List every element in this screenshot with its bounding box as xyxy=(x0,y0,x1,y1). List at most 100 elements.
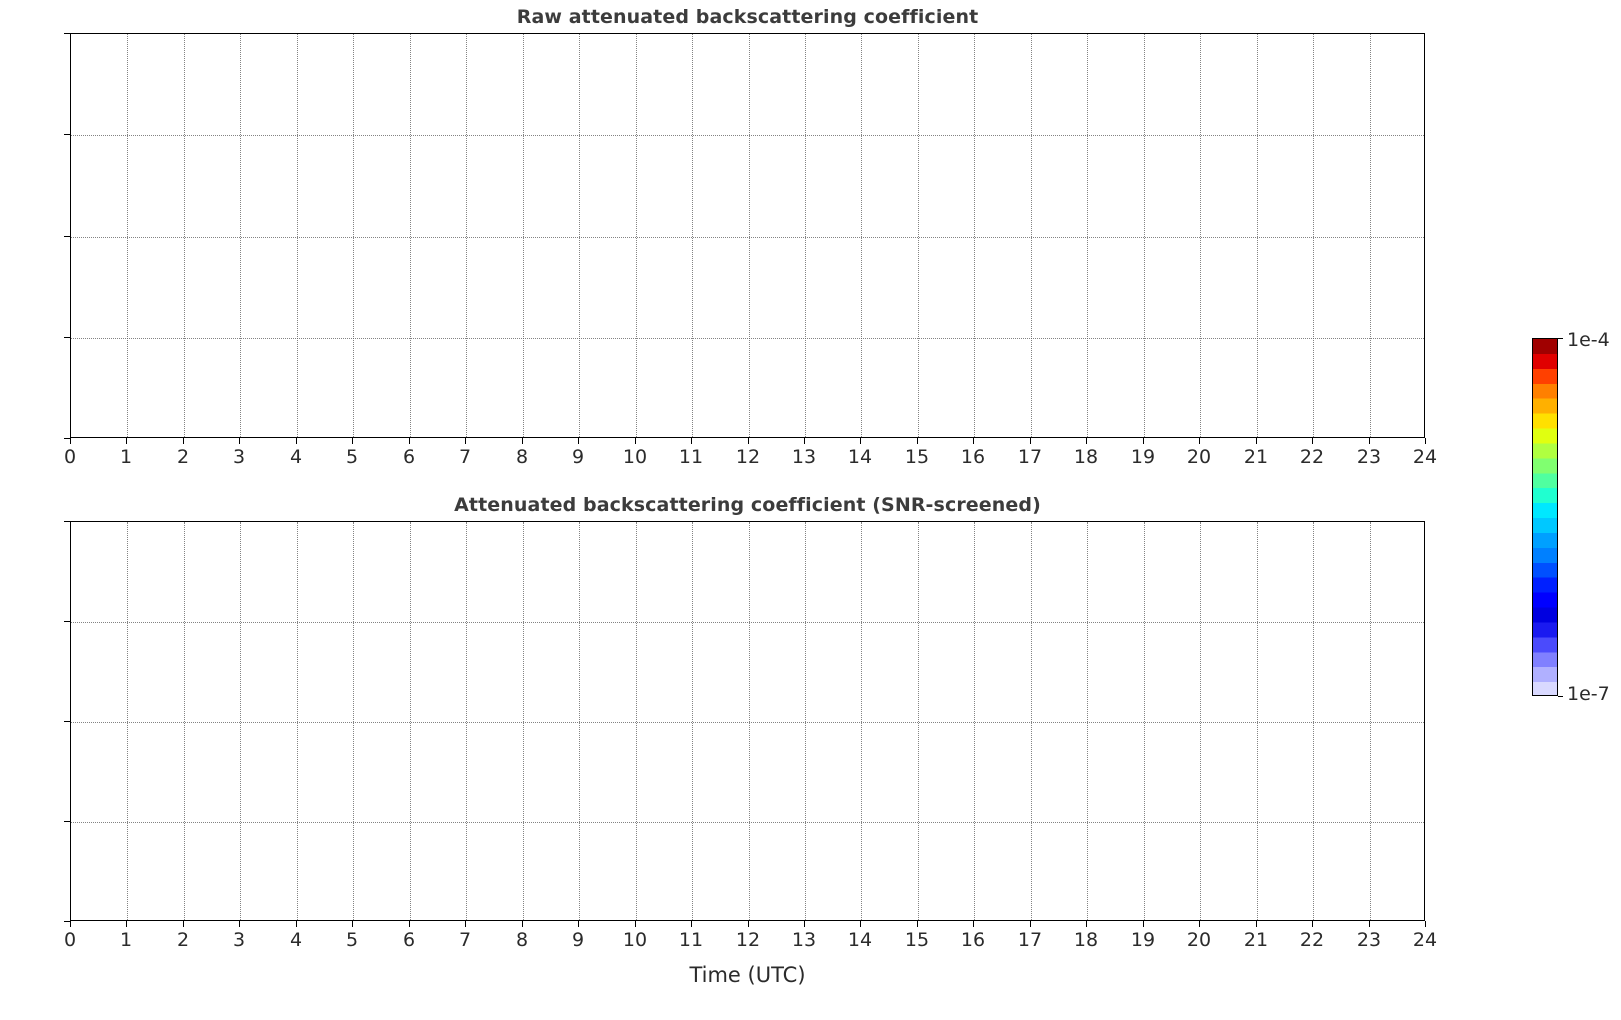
x-tick-label: 4 xyxy=(289,446,303,468)
gridline-vertical xyxy=(523,522,525,920)
x-tick-label: 20 xyxy=(1186,446,1212,468)
x-tick-mark xyxy=(1143,921,1144,927)
x-tick-mark xyxy=(1030,921,1031,927)
x-tick-mark xyxy=(973,921,974,927)
x-tick-mark xyxy=(1086,921,1087,927)
gridline-vertical xyxy=(410,522,412,920)
gridline-vertical xyxy=(1257,522,1259,920)
gridline-vertical xyxy=(410,34,412,437)
x-tick-mark xyxy=(860,921,861,927)
gridline-horizontal xyxy=(71,822,1424,824)
gridline-vertical xyxy=(1144,34,1146,437)
x-tick-mark xyxy=(804,438,805,444)
gridline-vertical xyxy=(297,522,299,920)
gridline-vertical xyxy=(1144,522,1146,920)
gridline-vertical xyxy=(240,522,242,920)
gridline-vertical xyxy=(1370,522,1372,920)
gridline-vertical xyxy=(1370,34,1372,437)
x-tick-mark xyxy=(409,438,410,444)
x-tick-label: 2 xyxy=(176,929,190,951)
x-tick-label: 17 xyxy=(1017,446,1043,468)
x-tick-mark xyxy=(239,438,240,444)
x-tick-label: 6 xyxy=(402,446,416,468)
colorbar-tick-min xyxy=(1558,696,1563,697)
x-tick-label: 12 xyxy=(735,446,761,468)
x-tick-mark xyxy=(635,921,636,927)
x-tick-mark xyxy=(973,438,974,444)
x-tick-mark xyxy=(1199,921,1200,927)
gridline-horizontal xyxy=(71,722,1424,724)
x-tick-label: 12 xyxy=(735,929,761,951)
x-tick-mark xyxy=(239,921,240,927)
x-tick-label: 8 xyxy=(515,929,529,951)
x-tick-mark xyxy=(1425,921,1426,927)
x-tick-label: 1 xyxy=(119,446,133,468)
x-tick-mark xyxy=(465,438,466,444)
y-tick-mark xyxy=(64,821,70,822)
gridline-vertical xyxy=(749,522,751,920)
panel-screened-plot-area[interactable] xyxy=(70,521,1425,921)
x-tick-mark xyxy=(1312,438,1313,444)
gridline-vertical xyxy=(861,522,863,920)
colorbar[interactable] xyxy=(1532,338,1558,696)
x-tick-label: 9 xyxy=(571,446,585,468)
gridline-vertical xyxy=(127,34,129,437)
x-tick-label: 18 xyxy=(1073,446,1099,468)
x-tick-mark xyxy=(748,438,749,444)
x-tick-mark xyxy=(522,438,523,444)
gridline-vertical xyxy=(918,34,920,437)
x-tick-label: 11 xyxy=(678,446,704,468)
colorbar-max-label: 1e-4 xyxy=(1567,329,1610,351)
x-tick-label: 16 xyxy=(960,929,986,951)
x-tick-label: 0 xyxy=(63,446,77,468)
y-tick-mark xyxy=(64,337,70,338)
gridline-vertical xyxy=(297,34,299,437)
gridline-horizontal xyxy=(71,622,1424,624)
gridline-vertical xyxy=(353,522,355,920)
gridline-vertical xyxy=(636,522,638,920)
x-tick-label: 5 xyxy=(345,446,359,468)
x-tick-label: 21 xyxy=(1243,929,1269,951)
gridline-vertical xyxy=(692,34,694,437)
x-tick-label: 13 xyxy=(791,446,817,468)
x-tick-label: 18 xyxy=(1073,929,1099,951)
panel-raw-plot-area[interactable] xyxy=(70,33,1425,438)
x-tick-mark xyxy=(1256,438,1257,444)
y-tick-mark xyxy=(64,621,70,622)
x-tick-mark xyxy=(917,438,918,444)
gridline-horizontal xyxy=(71,135,1424,137)
x-tick-mark xyxy=(860,438,861,444)
x-tick-label: 10 xyxy=(622,446,648,468)
x-tick-mark xyxy=(352,921,353,927)
x-tick-label: 10 xyxy=(622,929,648,951)
x-tick-mark xyxy=(70,438,71,444)
y-tick-mark xyxy=(64,134,70,135)
gridline-vertical xyxy=(1257,34,1259,437)
gridline-vertical xyxy=(636,34,638,437)
x-tick-label: 21 xyxy=(1243,446,1269,468)
gridline-vertical xyxy=(466,34,468,437)
x-tick-mark xyxy=(1143,438,1144,444)
gridline-horizontal xyxy=(71,237,1424,239)
x-tick-mark xyxy=(183,438,184,444)
x-tick-mark xyxy=(126,438,127,444)
gridline-vertical xyxy=(579,34,581,437)
y-tick-mark xyxy=(64,521,70,522)
gridline-vertical xyxy=(1313,34,1315,437)
y-tick-mark xyxy=(64,33,70,34)
gridline-vertical xyxy=(1087,522,1089,920)
gridline-vertical xyxy=(127,522,129,920)
x-tick-label: 15 xyxy=(904,446,930,468)
colorbar-gradient xyxy=(1533,339,1557,695)
x-tick-mark xyxy=(691,921,692,927)
x-tick-label: 5 xyxy=(345,929,359,951)
gridline-vertical xyxy=(918,522,920,920)
gridline-vertical xyxy=(974,522,976,920)
x-tick-mark xyxy=(917,921,918,927)
x-tick-mark xyxy=(1086,438,1087,444)
x-tick-label: 15 xyxy=(904,929,930,951)
y-tick-mark xyxy=(64,921,70,922)
x-tick-mark xyxy=(70,921,71,927)
gridline-vertical xyxy=(184,34,186,437)
